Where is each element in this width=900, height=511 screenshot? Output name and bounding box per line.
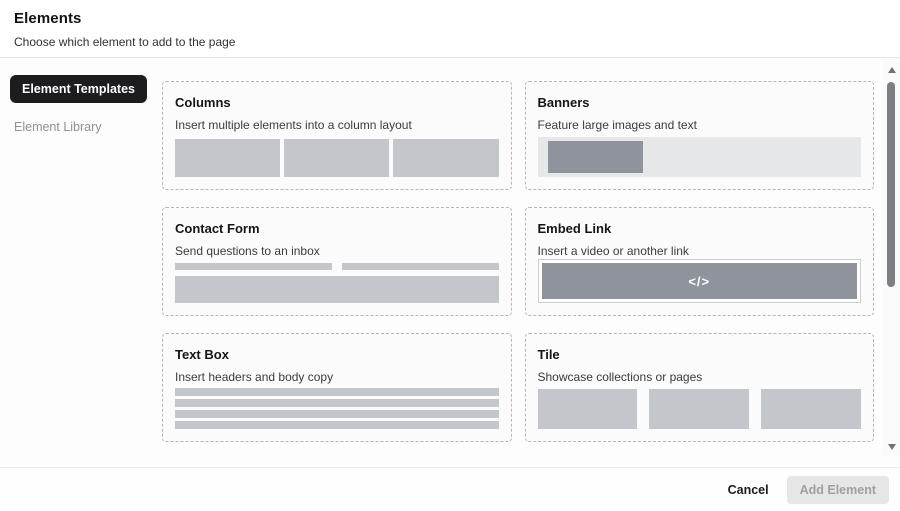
form-field-block [175,263,332,270]
card-contact-form[interactable]: Contact Form Send questions to an inbox [162,207,512,316]
card-description: Insert headers and body copy [175,370,334,384]
card-banners[interactable]: Banners Feature large images and text [524,81,874,190]
column-block [175,139,281,177]
banner-preview [537,137,861,177]
embed-preview: </> [537,259,861,303]
card-embed-link[interactable]: Embed Link Insert a video or another lin… [524,207,874,316]
dialog-body: Element Templates Element Library Column… [0,58,900,467]
form-field-block [341,263,499,270]
card-description: Send questions to an inbox [175,244,320,258]
sidebar: Element Templates Element Library [0,58,150,467]
scroll-down-icon[interactable] [887,444,896,450]
dialog-header: Elements Choose which element to add to … [0,0,900,58]
tile-block [761,389,861,429]
code-icon: </> [688,273,711,289]
text-line-block [175,388,499,396]
card-tile[interactable]: Tile Showcase collections or pages [524,333,874,442]
card-title: Tile [537,347,560,362]
embed-block: </> [541,263,857,299]
add-element-button[interactable]: Add Element [786,475,889,504]
contact-form-preview [175,263,499,303]
cancel-button[interactable]: Cancel [718,476,779,504]
page-subtitle: Choose which element to add to the page [14,35,236,49]
card-title: Banners [537,95,590,110]
column-block [393,139,499,177]
card-title: Columns [175,95,231,110]
card-title: Embed Link [537,221,612,236]
templates-panel: Columns Insert multiple elements into a … [150,58,883,467]
form-fields-row [175,263,499,270]
text-line-block [175,410,499,418]
tile-block [537,389,638,429]
dialog-footer: Cancel Add Element [0,467,900,511]
page-title: Elements [14,10,82,27]
tile-preview [537,389,862,429]
column-block [284,139,390,177]
card-title: Text Box [175,347,229,362]
sidebar-item-element-templates[interactable]: Element Templates [10,75,148,103]
card-description: Feature large images and text [537,118,697,132]
card-columns[interactable]: Columns Insert multiple elements into a … [162,81,512,190]
scroll-up-icon[interactable] [887,67,896,73]
card-title: Contact Form [175,221,260,236]
text-line-block [175,421,499,429]
vertical-scrollbar[interactable] [883,58,900,455]
card-description: Insert multiple elements into a column l… [175,118,412,132]
text-box-preview [175,388,499,429]
scrollbar-thumb[interactable] [887,82,895,287]
template-cards-grid: Columns Insert multiple elements into a … [162,81,874,442]
sidebar-item-element-library[interactable]: Element Library [10,113,114,141]
banner-image-block [547,141,643,173]
form-textarea-block [175,276,499,303]
text-line-block [175,399,499,407]
tile-block [649,389,750,429]
columns-preview [175,139,499,177]
card-description: Insert a video or another link [537,244,689,258]
card-description: Showcase collections or pages [537,370,703,384]
card-text-box[interactable]: Text Box Insert headers and body copy [162,333,512,442]
